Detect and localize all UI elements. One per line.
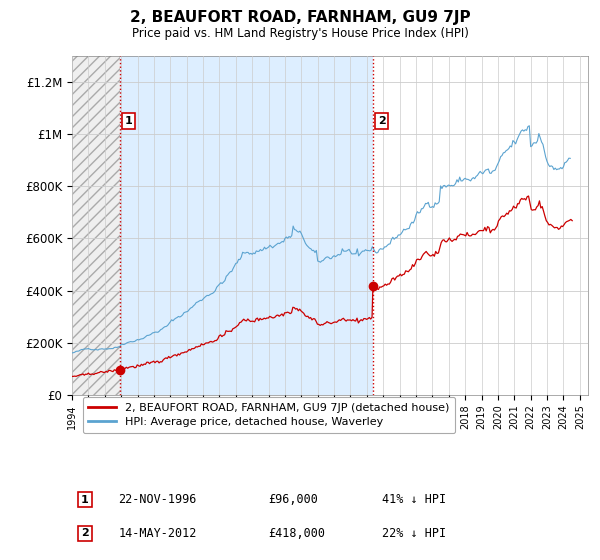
Text: 41% ↓ HPI: 41% ↓ HPI (382, 493, 446, 506)
Text: 2: 2 (81, 529, 89, 538)
Text: 1: 1 (124, 116, 132, 126)
Bar (72, 56, 119, 395)
Text: 14-MAY-2012: 14-MAY-2012 (118, 527, 197, 540)
Bar (119, 56, 373, 395)
Text: 2: 2 (378, 116, 386, 126)
Text: 22-NOV-1996: 22-NOV-1996 (118, 493, 197, 506)
Text: 22% ↓ HPI: 22% ↓ HPI (382, 527, 446, 540)
Text: £418,000: £418,000 (268, 527, 325, 540)
Text: 2, BEAUFORT ROAD, FARNHAM, GU9 7JP: 2, BEAUFORT ROAD, FARNHAM, GU9 7JP (130, 10, 470, 25)
Text: £96,000: £96,000 (268, 493, 318, 506)
Legend: 2, BEAUFORT ROAD, FARNHAM, GU9 7JP (detached house), HPI: Average price, detache: 2, BEAUFORT ROAD, FARNHAM, GU9 7JP (deta… (83, 397, 455, 433)
Text: Price paid vs. HM Land Registry's House Price Index (HPI): Price paid vs. HM Land Registry's House … (131, 27, 469, 40)
Bar (72, 56, 119, 395)
Text: 1: 1 (81, 494, 89, 505)
